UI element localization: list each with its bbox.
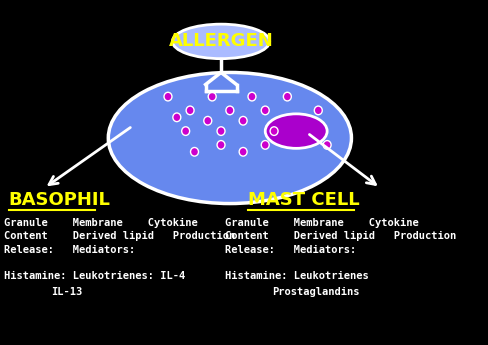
Ellipse shape [265, 114, 327, 148]
Ellipse shape [239, 148, 247, 156]
Ellipse shape [108, 72, 351, 204]
Ellipse shape [217, 141, 225, 149]
Ellipse shape [190, 148, 199, 156]
Ellipse shape [314, 106, 322, 115]
Ellipse shape [284, 92, 291, 101]
Text: BASOPHIL: BASOPHIL [9, 191, 111, 209]
Ellipse shape [323, 141, 331, 149]
Ellipse shape [239, 117, 247, 125]
Text: Histamine: Leukotrienes: IL-4: Histamine: Leukotrienes: IL-4 [4, 271, 185, 281]
Ellipse shape [173, 113, 181, 122]
Text: Release:   Mediators:: Release: Mediators: [225, 245, 357, 255]
Ellipse shape [248, 92, 256, 101]
Text: Content    Derived lipid   Production: Content Derived lipid Production [4, 231, 236, 241]
Ellipse shape [182, 127, 190, 136]
Text: MAST CELL: MAST CELL [247, 191, 359, 209]
Ellipse shape [172, 24, 270, 59]
Text: ALLERGEN: ALLERGEN [169, 32, 273, 50]
Ellipse shape [217, 127, 225, 136]
Text: IL-13: IL-13 [51, 287, 82, 296]
Ellipse shape [208, 92, 216, 101]
Ellipse shape [164, 92, 172, 101]
Ellipse shape [270, 127, 278, 136]
Ellipse shape [226, 106, 234, 115]
Text: Content    Derived lipid   Production: Content Derived lipid Production [225, 231, 457, 241]
Text: Histamine: Leukotrienes: Histamine: Leukotrienes [225, 271, 369, 281]
Text: Granule    Membrane    Cytokine: Granule Membrane Cytokine [225, 217, 419, 228]
Ellipse shape [186, 106, 194, 115]
Text: Granule    Membrane    Cytokine: Granule Membrane Cytokine [4, 217, 198, 228]
Ellipse shape [204, 117, 212, 125]
Ellipse shape [261, 106, 269, 115]
Ellipse shape [261, 141, 269, 149]
Text: Release:   Mediators:: Release: Mediators: [4, 245, 136, 255]
Text: Prostaglandins: Prostaglandins [272, 286, 359, 297]
